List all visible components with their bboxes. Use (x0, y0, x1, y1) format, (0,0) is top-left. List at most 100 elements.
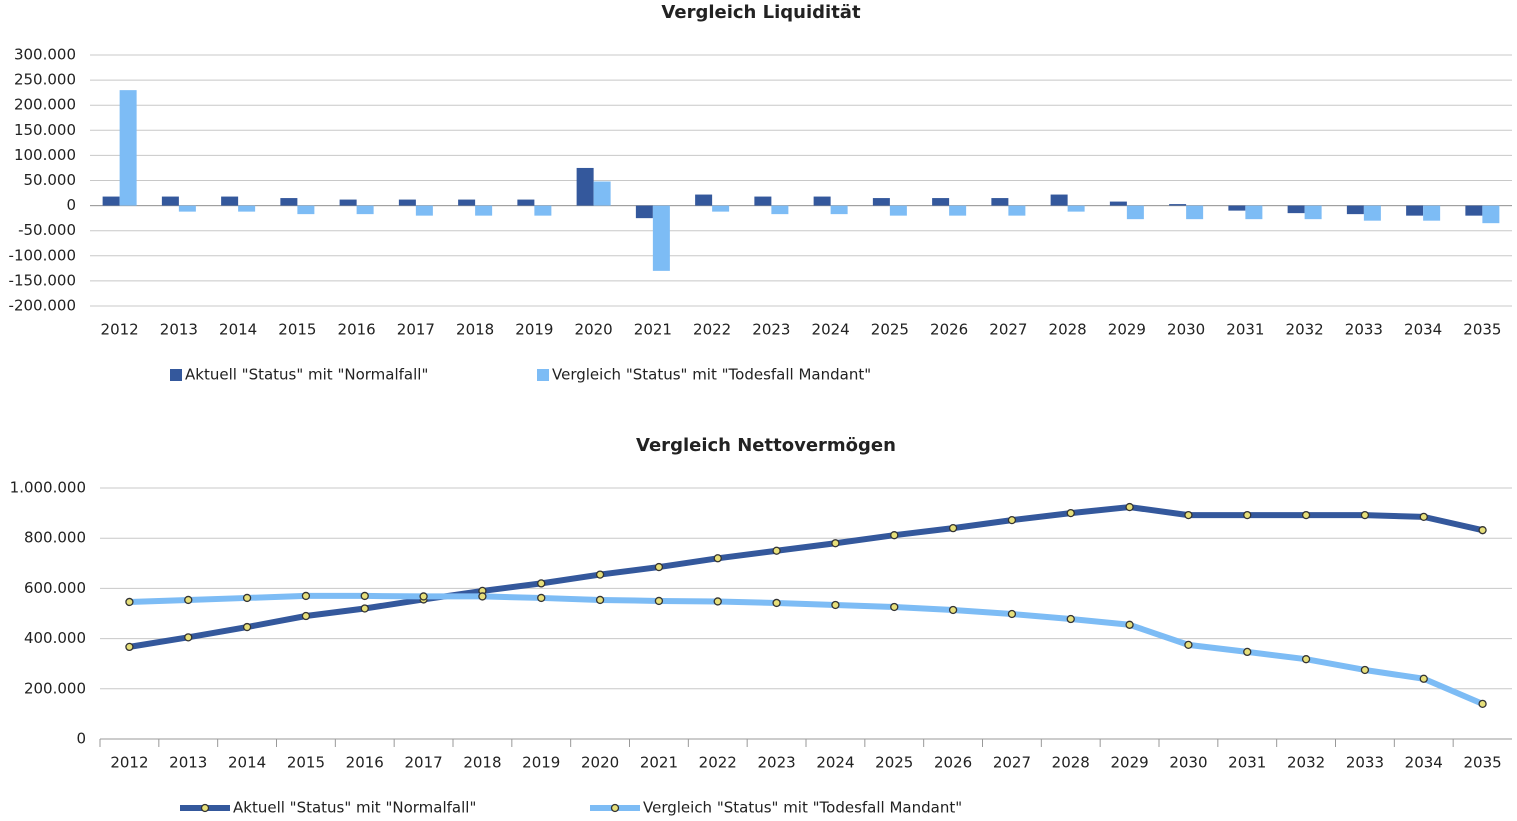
bar (238, 205, 256, 212)
point (1243, 510, 1252, 520)
x-tick-label: 2035 (1463, 321, 1501, 339)
legend-label: Aktuell "Status" mit "Normalfall" (233, 799, 476, 817)
legend-label: Vergleich "Status" mit "Todesfall Mandan… (643, 799, 962, 817)
bar (593, 181, 611, 206)
point (1066, 614, 1075, 624)
bar (356, 205, 374, 215)
point (1007, 609, 1017, 619)
x-tick-label: 2024 (816, 754, 854, 772)
x-tick-label: 2028 (1052, 754, 1090, 772)
point (713, 554, 722, 563)
point (713, 597, 722, 606)
point (478, 592, 487, 601)
legend-swatch (537, 369, 549, 381)
x-tick-label: 2033 (1346, 754, 1384, 772)
x-tick-label: 2016 (338, 321, 376, 339)
point (890, 531, 899, 540)
x-tick-label: 2029 (1108, 321, 1146, 339)
y-tick-label: 800.000 (24, 529, 86, 547)
point (1125, 502, 1134, 512)
point (537, 593, 546, 603)
bar (1346, 205, 1364, 215)
bar (1287, 205, 1305, 214)
x-tick-label: 2022 (693, 321, 731, 339)
point (242, 593, 252, 603)
point (419, 592, 428, 601)
x-tick-label: 2030 (1167, 321, 1205, 339)
x-tick-label: 2032 (1286, 321, 1324, 339)
point (595, 570, 605, 579)
x-tick-label: 2014 (219, 321, 257, 339)
bar (398, 199, 416, 206)
x-tick-label: 2018 (456, 321, 494, 339)
x-tick-label: 2018 (463, 754, 501, 772)
bar (1067, 205, 1085, 212)
bar (695, 194, 713, 206)
point (184, 595, 193, 605)
bar (712, 205, 730, 212)
point (890, 602, 899, 612)
point (1301, 655, 1311, 664)
y-tick-label: 150.000 (14, 121, 76, 139)
bar (949, 205, 967, 216)
bar (635, 205, 653, 219)
x-tick-label: 2026 (930, 321, 968, 339)
x-tick-label: 2025 (871, 321, 909, 339)
bar (932, 198, 950, 206)
y-tick-label: 1.000.000 (10, 479, 86, 497)
x-tick-label: 2029 (1110, 754, 1148, 772)
x-tick-label: 2034 (1404, 321, 1442, 339)
x-tick-label: 2014 (228, 754, 266, 772)
x-tick-label: 2032 (1287, 754, 1325, 772)
point (1360, 665, 1370, 675)
x-tick-label: 2026 (934, 754, 972, 772)
point (1301, 510, 1311, 520)
x-tick-label: 2016 (346, 754, 384, 772)
point (1243, 647, 1252, 657)
x-tick-label: 2013 (160, 321, 198, 339)
bar (458, 199, 476, 206)
x-tick-label: 2020 (575, 321, 613, 339)
x-tick-label: 2023 (752, 321, 790, 339)
x-tick-label: 2027 (989, 321, 1027, 339)
bar (1126, 205, 1144, 220)
y-tick-label: 0 (66, 196, 76, 214)
y-tick-label: 250.000 (14, 71, 76, 89)
bar (991, 198, 1009, 206)
point (1419, 674, 1428, 683)
legend-marker (610, 803, 620, 813)
y-tick-label: 50.000 (24, 171, 77, 189)
x-tick-label: 2031 (1228, 754, 1266, 772)
bar (1304, 205, 1322, 220)
bar (415, 205, 433, 216)
y-tick-label: 200.000 (14, 96, 76, 114)
point (654, 562, 664, 572)
bar (1406, 205, 1424, 216)
x-tick-label: 2022 (699, 754, 737, 772)
point (360, 604, 369, 613)
point (537, 579, 546, 588)
y-tick-label: -50.000 (18, 221, 76, 239)
x-tick-label: 2023 (757, 754, 795, 772)
bar (1008, 205, 1026, 216)
bar (754, 196, 772, 206)
legend-swatch (170, 369, 182, 381)
bar (1363, 205, 1381, 221)
bar (576, 167, 594, 206)
point (831, 539, 840, 548)
point (772, 546, 781, 555)
bar (297, 205, 315, 215)
point (242, 622, 252, 632)
point (772, 598, 781, 608)
x-tick-label: 2024 (812, 321, 850, 339)
point (948, 605, 958, 615)
point (1360, 510, 1370, 520)
x-tick-label: 2019 (522, 754, 560, 772)
line (128, 504, 1484, 650)
x-tick-label: 2019 (515, 321, 553, 339)
point (1478, 699, 1487, 709)
bar (889, 205, 907, 216)
point (1184, 510, 1193, 520)
y-tick-label: 300.000 (14, 46, 76, 64)
x-tick-label: 2020 (581, 754, 619, 772)
